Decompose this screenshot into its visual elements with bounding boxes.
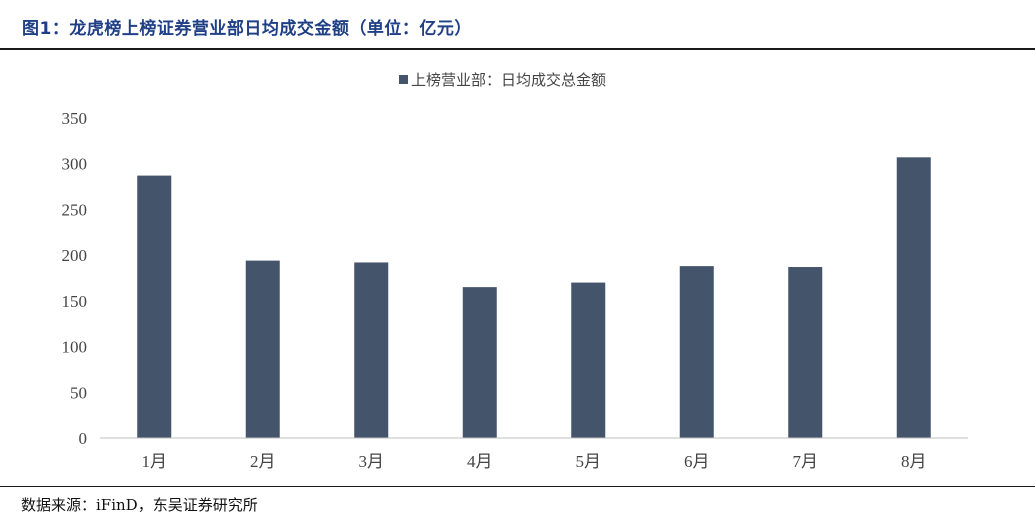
bar-chart: 上榜营业部：日均成交总金额 0 50 100 150 200 250 300 350 1月 2月… — [62, 71, 968, 471]
y-tick-label: 250 — [62, 200, 88, 219]
y-tick-label: 0 — [79, 429, 88, 448]
y-tick-label: 100 — [62, 338, 88, 357]
title-divider — [0, 48, 1035, 50]
bar — [896, 157, 931, 439]
bar-series — [137, 157, 931, 439]
bar — [245, 260, 280, 438]
legend-label: 上榜营业部：日均成交总金额 — [411, 71, 606, 89]
x-axis-tick-labels: 1月 2月 3月 4月 5月 6月 7月 8月 — [142, 452, 927, 471]
chart-legend: 上榜营业部：日均成交总金额 — [399, 71, 606, 89]
figure-title: 图1：龙虎榜上榜证券营业部日均成交金额（单位：亿元） — [22, 19, 472, 39]
y-tick-label: 150 — [62, 292, 88, 311]
y-axis-tick-labels: 0 50 100 150 200 250 300 350 — [62, 109, 88, 448]
bar — [354, 262, 389, 438]
bar — [462, 287, 497, 438]
y-tick-label: 350 — [62, 109, 88, 128]
x-tick-label: 8月 — [901, 452, 927, 471]
y-tick-label: 200 — [62, 246, 88, 265]
x-tick-label: 2月 — [250, 452, 276, 471]
bar — [571, 282, 606, 438]
source-divider — [0, 486, 1035, 487]
bar — [679, 266, 714, 438]
source-note: 数据来源：iFinD，东吴证券研究所 — [21, 496, 258, 514]
legend-swatch — [399, 75, 408, 84]
x-tick-label: 3月 — [359, 452, 385, 471]
x-tick-label: 7月 — [793, 452, 819, 471]
x-tick-label: 4月 — [467, 452, 493, 471]
bar — [788, 267, 823, 438]
x-tick-label: 5月 — [576, 452, 602, 471]
y-tick-label: 50 — [70, 383, 87, 402]
x-tick-label: 6月 — [684, 452, 710, 471]
bar — [137, 175, 172, 438]
x-tick-label: 1月 — [142, 452, 168, 471]
y-tick-label: 300 — [62, 155, 88, 174]
